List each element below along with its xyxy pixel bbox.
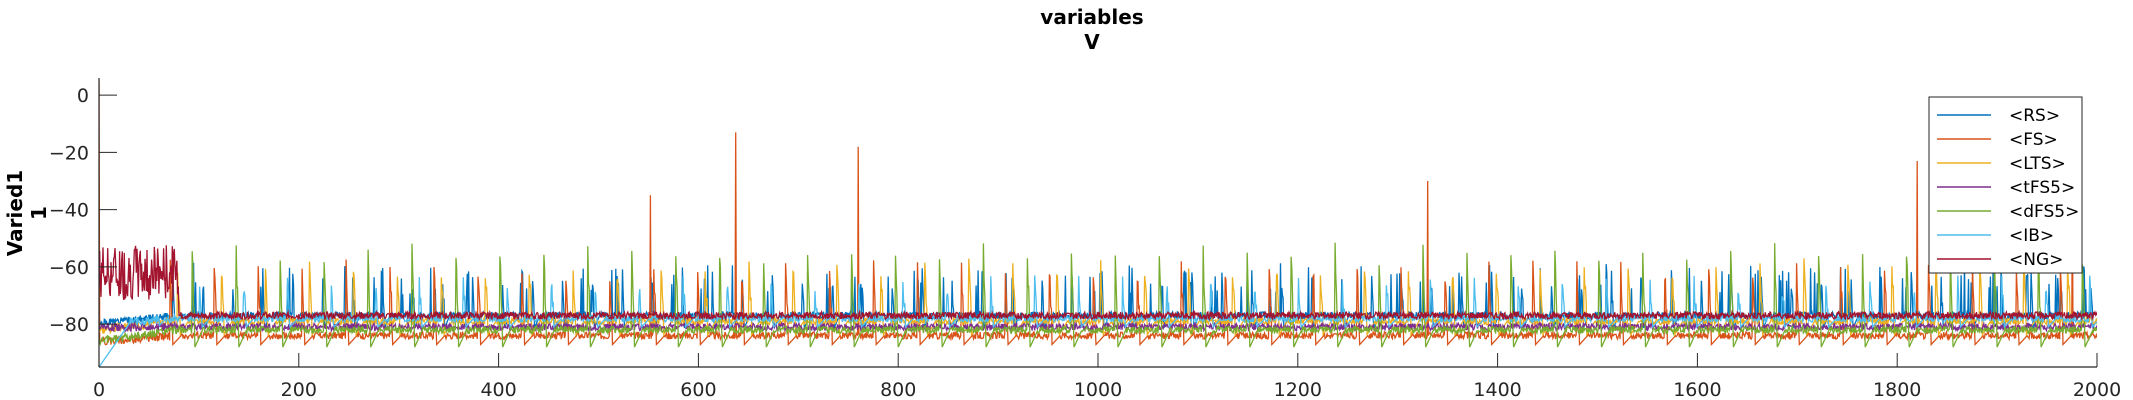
y-tick-label: 0 — [77, 85, 89, 107]
y-axis-label-line-2: 1 — [27, 206, 51, 220]
x-tick-label: 0 — [93, 379, 105, 400]
chart-title-line-2: V — [1084, 30, 1100, 54]
y-axis-label: Varied1 1 — [3, 170, 51, 256]
axes: 0 200 400 600 800 1000 1200 1400 1600 1800 2000 −80… — [49, 78, 2121, 400]
legend-label: <NG> — [2009, 250, 2063, 270]
y-tick-label: −20 — [49, 142, 89, 164]
chart-title-line-1: variables — [1040, 5, 1143, 29]
x-tick-label: 400 — [480, 379, 516, 400]
series-line — [99, 245, 2097, 322]
x-tick-label: 800 — [880, 379, 916, 400]
legend-label: <FS> — [2009, 130, 2058, 150]
legend-label: <LTS> — [2009, 154, 2066, 174]
chart-title: variables V — [1040, 5, 1143, 54]
legend: <RS> <FS> <LTS> <tFS5> <dFS5> <IB> <NG> — [1928, 96, 2083, 274]
x-tick-label: 600 — [680, 379, 716, 400]
x-tick-label: 1000 — [1074, 379, 1122, 400]
x-tick-label: 2000 — [2073, 379, 2121, 400]
x-tick-label: 200 — [281, 379, 317, 400]
series-line — [99, 242, 2097, 348]
legend-label: <IB> — [2009, 226, 2054, 246]
x-tick-label: 1600 — [1673, 379, 1721, 400]
legend-label: <tFS5> — [2009, 178, 2075, 198]
y-axis-label-line-1: Varied1 — [3, 170, 27, 256]
series-line — [99, 80, 2097, 347]
y-tick-label: −40 — [49, 200, 89, 222]
legend-box — [1928, 96, 2083, 274]
x-tick-label: 1400 — [1473, 379, 1521, 400]
y-tick-label: −80 — [49, 314, 89, 336]
series-layer — [99, 80, 2097, 367]
legend-label: <RS> — [2009, 106, 2060, 126]
x-tick-label: 1800 — [1873, 379, 1921, 400]
legend-label: <dFS5> — [2009, 202, 2079, 222]
y-tick-label: −60 — [49, 257, 89, 279]
x-tick-label: 1200 — [1274, 379, 1322, 400]
